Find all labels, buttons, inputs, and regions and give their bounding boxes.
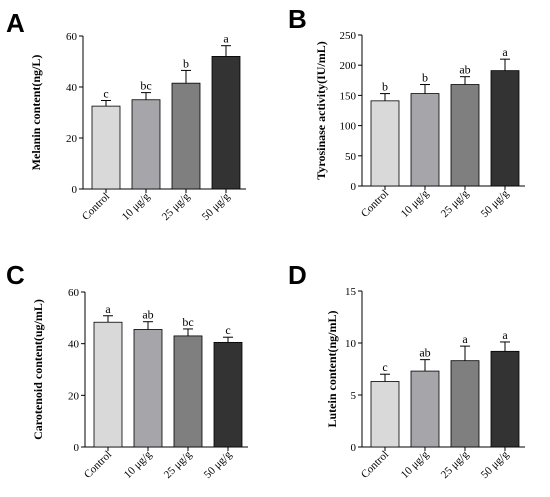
- panel-letter: D: [288, 260, 307, 290]
- y-tick-label: 40: [66, 82, 78, 94]
- category-label: 10 μg/g: [399, 448, 432, 481]
- bar: [211, 56, 241, 190]
- y-tick-label: 150: [340, 90, 357, 102]
- panel-letter: B: [288, 4, 307, 34]
- y-tick-label: 5: [351, 390, 357, 402]
- bar: [410, 93, 440, 187]
- significance-label: bc: [182, 315, 193, 329]
- category-label: 25 μg/g: [160, 190, 193, 223]
- significance-label: c: [225, 323, 230, 337]
- significance-label: bc: [140, 79, 151, 93]
- significance-label: ab: [419, 346, 430, 360]
- significance-label: c: [103, 87, 108, 101]
- y-axis-label: Carotenoid content(ug/mL): [31, 299, 45, 440]
- y-tick-label: 100: [340, 121, 357, 133]
- bar: [490, 350, 520, 448]
- bar: [93, 321, 123, 448]
- panel-letter: A: [6, 8, 25, 38]
- significance-label: b: [183, 56, 189, 70]
- category-label: 25 μg/g: [439, 448, 472, 481]
- category-label: 50 μg/g: [200, 190, 233, 223]
- bar: [410, 370, 440, 448]
- significance-label: a: [502, 328, 508, 342]
- y-axis-label: Melanin content(ng/L): [29, 55, 43, 171]
- bar: [370, 100, 400, 187]
- y-tick-label: 60: [66, 31, 78, 43]
- category-label: 25 μg/g: [439, 187, 472, 220]
- category-label: Control: [359, 449, 391, 481]
- significance-label: b: [382, 80, 388, 94]
- y-tick-label: 250: [340, 30, 357, 42]
- bar: [171, 82, 201, 190]
- category-label: 10 μg/g: [120, 190, 153, 223]
- significance-label: a: [502, 45, 508, 59]
- y-tick-label: 60: [68, 287, 80, 299]
- bar: [91, 105, 121, 190]
- y-tick-label: 20: [68, 390, 80, 402]
- panel-c: C 0 20 40 60 Carotenoid content(ug/mL) a Contro…: [6, 260, 248, 481]
- bar: [370, 381, 400, 448]
- panel-letter: C: [6, 260, 25, 290]
- bar: [131, 99, 161, 190]
- bar: [173, 335, 203, 448]
- category-label: Control: [80, 191, 112, 223]
- significance-label: a: [105, 302, 111, 316]
- bar: [490, 70, 520, 187]
- category-label: 50 μg/g: [479, 187, 512, 220]
- category-label: 25 μg/g: [162, 448, 195, 481]
- y-tick-label: 50: [345, 151, 357, 163]
- significance-label: a: [223, 32, 229, 46]
- y-axis-label: Lutein content(ng/mL): [325, 310, 339, 427]
- y-tick-label: 20: [66, 133, 78, 145]
- category-label: Control: [82, 449, 114, 481]
- y-tick-label: 0: [351, 181, 357, 193]
- y-tick-label: 0: [351, 442, 357, 454]
- y-tick-label: 10: [345, 338, 357, 350]
- y-tick-label: 0: [74, 442, 80, 454]
- y-tick-label: 200: [340, 60, 357, 72]
- significance-label: c: [382, 360, 387, 374]
- bar: [450, 84, 480, 187]
- significance-label: ab: [459, 63, 470, 77]
- bar: [213, 341, 243, 448]
- panel-b: B 0 50 100 150 200 250 Tyrosinase activity(IU/m…: [288, 4, 525, 220]
- y-tick-label: 15: [345, 286, 357, 298]
- significance-label: a: [462, 332, 468, 346]
- significance-label: ab: [142, 308, 153, 322]
- category-label: 10 μg/g: [122, 448, 155, 481]
- y-tick-label: 0: [72, 184, 78, 196]
- category-label: 10 μg/g: [399, 187, 432, 220]
- bar: [133, 329, 163, 448]
- y-axis-label: Tyrosinase activity(IU/mL): [314, 41, 328, 180]
- category-label: 50 μg/g: [202, 448, 235, 481]
- significance-label: b: [422, 71, 428, 85]
- category-label: 50 μg/g: [479, 448, 512, 481]
- panel-a: A 0 20 40 60 Melanin content(ng/L) c Control bc 1…: [6, 8, 246, 223]
- category-label: Control: [359, 188, 391, 220]
- bar: [450, 360, 480, 448]
- y-tick-label: 40: [68, 339, 80, 351]
- panel-d: D 0 5 10 15 Lutein content(ng/mL) c Control ab 10…: [288, 260, 525, 481]
